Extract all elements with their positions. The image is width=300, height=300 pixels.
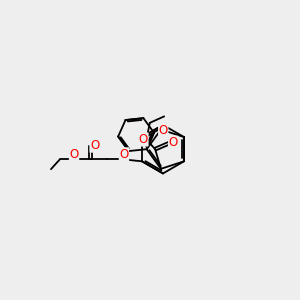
Text: O: O	[69, 148, 79, 161]
Text: O: O	[90, 139, 99, 152]
Text: O: O	[119, 148, 129, 161]
Text: O: O	[139, 133, 148, 146]
Text: O: O	[169, 136, 178, 149]
Text: O: O	[159, 124, 168, 137]
